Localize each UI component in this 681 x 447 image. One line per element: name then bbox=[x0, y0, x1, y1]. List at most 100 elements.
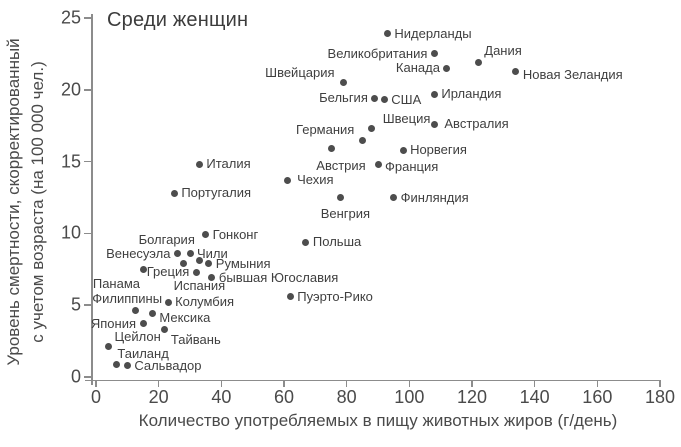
y-axis-tick bbox=[84, 376, 92, 378]
x-axis-tick bbox=[157, 380, 160, 387]
data-point-label: Польша bbox=[312, 234, 362, 250]
y-axis-title: Уровень смертности, скорректированный с … bbox=[2, 2, 50, 402]
x-axis-tick bbox=[408, 380, 411, 387]
data-point-dot bbox=[139, 265, 147, 273]
data-point-label: Таиланд bbox=[117, 346, 169, 362]
x-axis-tick bbox=[471, 380, 473, 387]
data-point-label: Австралия bbox=[444, 116, 509, 132]
data-point-label: Румыния bbox=[215, 255, 271, 271]
y-axis-tick bbox=[84, 160, 92, 163]
data-point-label: Тайвань bbox=[170, 331, 221, 347]
data-point-label: Венгрия bbox=[320, 205, 371, 221]
y-axis-tick bbox=[84, 17, 92, 19]
data-point-label: Германия bbox=[296, 122, 355, 138]
data-point-dot bbox=[512, 67, 520, 75]
data-point-dot bbox=[374, 160, 382, 168]
data-point-dot bbox=[139, 320, 147, 328]
x-axis-tick-label: 60 bbox=[273, 387, 295, 407]
data-point-label: Австрия bbox=[316, 157, 366, 173]
y-axis-line bbox=[91, 14, 93, 385]
data-point-dot bbox=[474, 59, 482, 67]
data-point-dot bbox=[340, 79, 348, 87]
data-point-label: Канада bbox=[395, 60, 440, 76]
data-point-label: США bbox=[391, 91, 422, 107]
data-point-label: Нидерланды bbox=[394, 25, 472, 41]
data-point-label: Пуэрто-Рико bbox=[297, 288, 373, 304]
data-point-label: Гонконг bbox=[212, 226, 259, 242]
data-point-label: Венесуэла bbox=[106, 245, 171, 261]
data-point-dot bbox=[358, 136, 366, 144]
data-point-dot bbox=[195, 257, 203, 265]
x-axis-title: Количество употребляемых в пищу животных… bbox=[138, 411, 618, 430]
data-point-dot bbox=[302, 238, 310, 246]
data-point-label: Швейцария bbox=[265, 64, 335, 80]
y-axis-tick bbox=[84, 232, 92, 235]
data-point-dot bbox=[383, 30, 391, 38]
data-point-label: Колумбия bbox=[175, 294, 235, 310]
data-point-label: Бельгия bbox=[319, 90, 368, 106]
data-point-label: Великобритания bbox=[327, 45, 428, 61]
y-axis-tick bbox=[84, 89, 92, 91]
y-axis-tick-label: 25 bbox=[60, 7, 81, 28]
data-point-dot bbox=[205, 260, 213, 268]
x-axis-tick-label: 20 bbox=[148, 387, 169, 407]
data-point-label: Филиппины bbox=[92, 290, 163, 306]
y-axis-title-line-2: с учетом возраста (на 100 000 чел.) bbox=[28, 61, 47, 343]
data-point-label: бывшая Югославия bbox=[218, 269, 339, 285]
x-axis-tick bbox=[220, 380, 223, 387]
x-axis-line bbox=[85, 379, 661, 381]
data-point-label: Швеция bbox=[382, 110, 431, 126]
chart-title: Среди женщин bbox=[107, 9, 249, 31]
data-point-dot bbox=[336, 194, 344, 201]
data-point-dot bbox=[390, 194, 398, 201]
data-point-label: Чехия bbox=[297, 172, 334, 188]
y-axis-tick-label: 5 bbox=[70, 294, 81, 315]
data-point-label: Финляндия bbox=[400, 189, 469, 205]
x-axis-tick-label: 40 bbox=[211, 387, 232, 407]
x-axis-tick-label: 100 bbox=[394, 387, 425, 407]
y-axis-tick-label: 10 bbox=[60, 222, 81, 243]
data-point-dot bbox=[380, 96, 388, 104]
x-axis-tick-label: 0 bbox=[90, 387, 102, 407]
data-point-dot bbox=[327, 145, 335, 153]
data-point-label: Панама bbox=[92, 276, 140, 292]
data-point-dot bbox=[371, 94, 379, 102]
data-point-dot bbox=[186, 250, 194, 257]
data-point-dot bbox=[368, 125, 376, 133]
x-axis-tick bbox=[345, 380, 348, 387]
data-point-dot bbox=[164, 298, 172, 306]
data-point-dot bbox=[443, 64, 451, 72]
x-axis-tick bbox=[283, 380, 285, 387]
data-point-dot bbox=[283, 176, 291, 184]
y-axis-tick-label: 20 bbox=[60, 79, 81, 100]
data-point-label: Новая Зеландия bbox=[522, 67, 623, 83]
data-point-label: Франция bbox=[385, 159, 439, 175]
x-axis-tick bbox=[659, 380, 661, 387]
data-point-dot bbox=[180, 260, 188, 268]
data-point-label: Норвегия bbox=[410, 142, 467, 158]
data-point-dot bbox=[430, 90, 438, 98]
data-point-dot bbox=[430, 50, 438, 58]
x-axis-tick-label: 180 bbox=[644, 387, 676, 407]
data-point-dot bbox=[195, 160, 203, 168]
x-axis-tick bbox=[596, 380, 599, 387]
data-point-dot bbox=[148, 310, 156, 318]
data-point-dot bbox=[105, 343, 113, 351]
data-point-dot bbox=[202, 231, 210, 239]
data-point-dot bbox=[192, 268, 200, 276]
x-axis-tick-label: 120 bbox=[456, 387, 488, 407]
y-axis-title-line-1: Уровень смертности, скорректированный bbox=[4, 38, 23, 366]
data-point-dot bbox=[208, 274, 216, 282]
data-point-label: Дания bbox=[484, 42, 522, 58]
data-point-label: Ирландия bbox=[441, 86, 502, 102]
data-point-dot bbox=[430, 120, 438, 128]
x-axis-tick bbox=[95, 380, 97, 387]
data-point-dot bbox=[112, 360, 120, 368]
data-point-dot bbox=[131, 307, 139, 315]
x-axis-tick-label: 140 bbox=[519, 387, 550, 407]
data-point-label: Испания bbox=[173, 277, 226, 293]
data-point-dot bbox=[399, 146, 407, 154]
data-point-label: Италия bbox=[206, 156, 251, 172]
data-point-label: Греция bbox=[146, 264, 190, 280]
